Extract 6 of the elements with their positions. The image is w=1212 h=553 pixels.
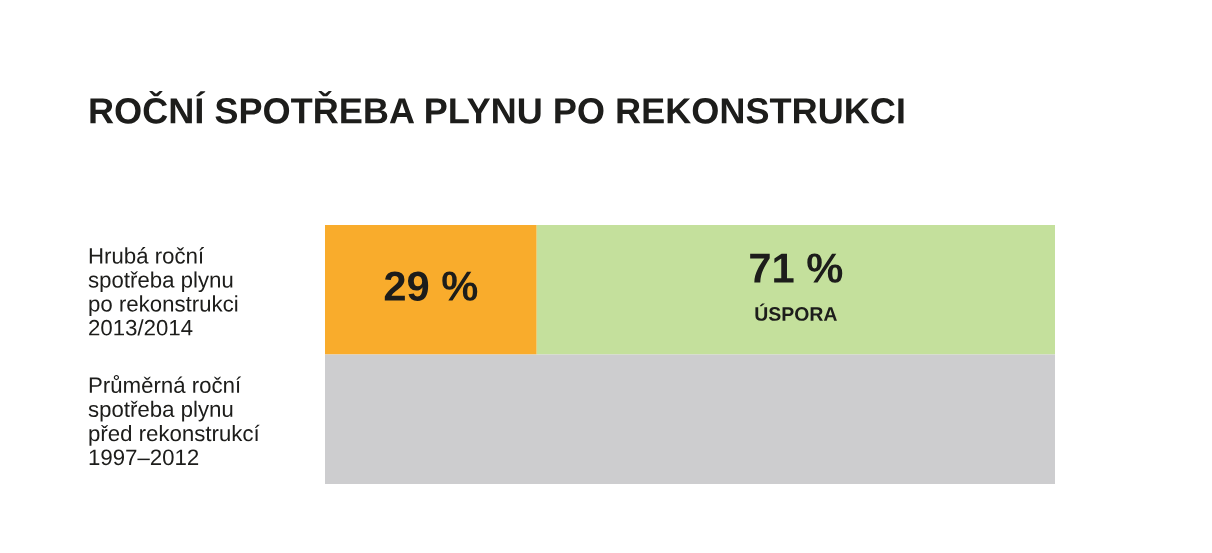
y-tick-label: Hrubá roční spotřeba plynu po rekonstrukci 2013/2014 xyxy=(88,247,238,336)
y-tick-label: Průměrná roční spotřeba plynu před rekonstrukcí 1997–2012 xyxy=(88,374,260,466)
data-label: 71 % xyxy=(750,253,843,283)
series-label: ÚSPORA xyxy=(755,303,837,321)
chart-title: ROČNÍ SPOTŘEBA PLYNU PO REKONSTRUKCI xyxy=(90,90,904,124)
data-label: 29 % xyxy=(384,271,478,301)
